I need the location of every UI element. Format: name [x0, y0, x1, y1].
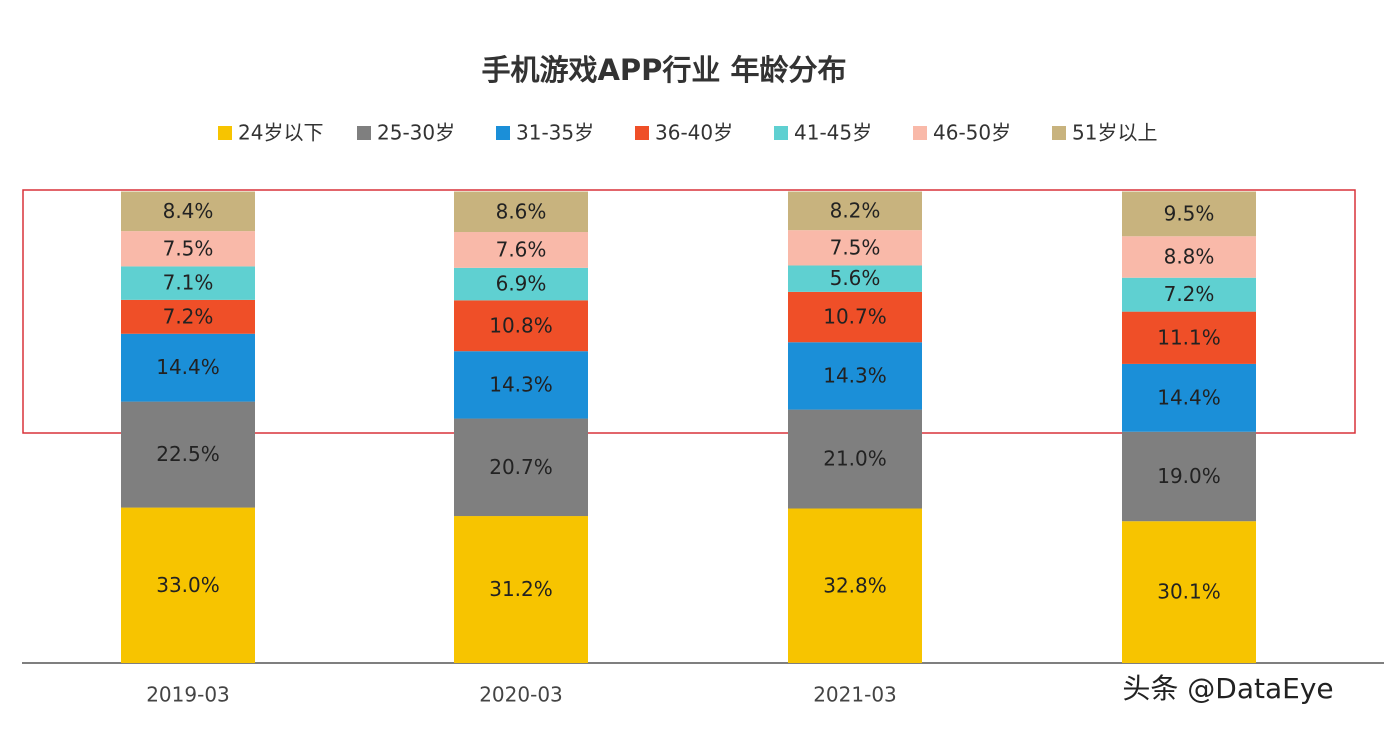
- bar-segment: [788, 191, 922, 231]
- highlight-box: [22, 189, 1356, 434]
- data-label: 10.8%: [489, 313, 553, 337]
- bar-segment: [1122, 236, 1256, 278]
- legend-label: 25-30岁: [377, 121, 455, 145]
- data-label: 8.8%: [1164, 244, 1215, 268]
- bar-segment: [788, 409, 922, 509]
- bar-segment: [788, 508, 922, 663]
- data-label: 19.0%: [1157, 464, 1221, 488]
- data-label: 11.1%: [1157, 325, 1221, 349]
- bar-segment: [1122, 277, 1256, 312]
- data-label: 10.7%: [823, 305, 887, 329]
- legend-swatch: [357, 126, 371, 140]
- data-label: 32.8%: [823, 573, 887, 597]
- data-label: 6.9%: [496, 272, 547, 296]
- data-label: 14.4%: [1157, 385, 1221, 409]
- data-label: 22.5%: [156, 442, 220, 466]
- data-label: 7.6%: [496, 237, 547, 261]
- bar-segment: [1122, 191, 1256, 237]
- data-label: 8.6%: [496, 199, 547, 223]
- data-label: 31.2%: [489, 577, 553, 601]
- legend-label: 51岁以上: [1072, 121, 1157, 145]
- bar-segment: [121, 401, 255, 508]
- data-label: 21.0%: [823, 447, 887, 471]
- data-label: 14.4%: [156, 355, 220, 379]
- bar-segment: [121, 191, 255, 232]
- bar-segment: [454, 351, 588, 419]
- legend-swatch: [218, 126, 232, 140]
- data-label: 20.7%: [489, 455, 553, 479]
- legend-swatch: [774, 126, 788, 140]
- bar-segment: [454, 300, 588, 352]
- data-label: 7.2%: [163, 304, 214, 328]
- watermark: 头条 @DataEye: [1122, 672, 1333, 705]
- bar-segment: [1122, 521, 1256, 663]
- data-label: 5.6%: [830, 266, 881, 290]
- data-label: 9.5%: [1164, 201, 1215, 225]
- legend-label: 41-45岁: [794, 121, 872, 145]
- data-label: 7.2%: [1164, 282, 1215, 306]
- bar-segment: [121, 299, 255, 334]
- bar-segment: [788, 230, 922, 266]
- legend-label: 36-40岁: [655, 121, 733, 145]
- bar-segment: [454, 191, 588, 233]
- legend-swatch: [1052, 126, 1066, 140]
- data-label: 8.4%: [163, 199, 214, 223]
- x-tick-label: 2019-03: [146, 683, 230, 707]
- data-label: 14.3%: [489, 372, 553, 396]
- legend-swatch: [496, 126, 510, 140]
- bar-segment: [454, 516, 588, 663]
- data-label: 7.5%: [163, 236, 214, 260]
- bar-segment: [1122, 431, 1256, 522]
- data-label: 7.1%: [163, 271, 214, 295]
- bar-segment: [788, 291, 922, 343]
- legend-label: 24岁以下: [238, 121, 323, 145]
- bar-segment: [1122, 311, 1256, 364]
- bar-segment: [121, 333, 255, 402]
- data-label: 14.3%: [823, 363, 887, 387]
- plot: 24岁以下 25-30岁 31-35岁 36-40岁 41-45岁 46-50岁 51岁以上…: [121, 121, 1256, 707]
- x-tick-label: 2021-03: [813, 683, 897, 707]
- bar-segment: [788, 265, 922, 292]
- bar-segment: [121, 507, 255, 663]
- legend-label: 31-35岁: [516, 121, 594, 145]
- bar-segment: [121, 266, 255, 300]
- legend-label: 46-50岁: [933, 121, 1011, 145]
- chart-title: 手机游戏APP行业 年龄分布: [481, 53, 846, 87]
- bar-segment: [454, 232, 588, 268]
- bar-segment: [454, 418, 588, 517]
- x-tick-label: 2020-03: [479, 683, 563, 707]
- data-label: 7.5%: [830, 235, 881, 259]
- bar-segment: [1122, 363, 1256, 432]
- data-label: 8.2%: [830, 198, 881, 222]
- bar-segment: [788, 342, 922, 410]
- bar-segment: [454, 267, 588, 301]
- legend-swatch: [913, 126, 927, 140]
- data-label: 30.1%: [1157, 580, 1221, 604]
- data-label: 33.0%: [156, 573, 220, 597]
- legend-swatch: [635, 126, 649, 140]
- bar-segment: [121, 231, 255, 267]
